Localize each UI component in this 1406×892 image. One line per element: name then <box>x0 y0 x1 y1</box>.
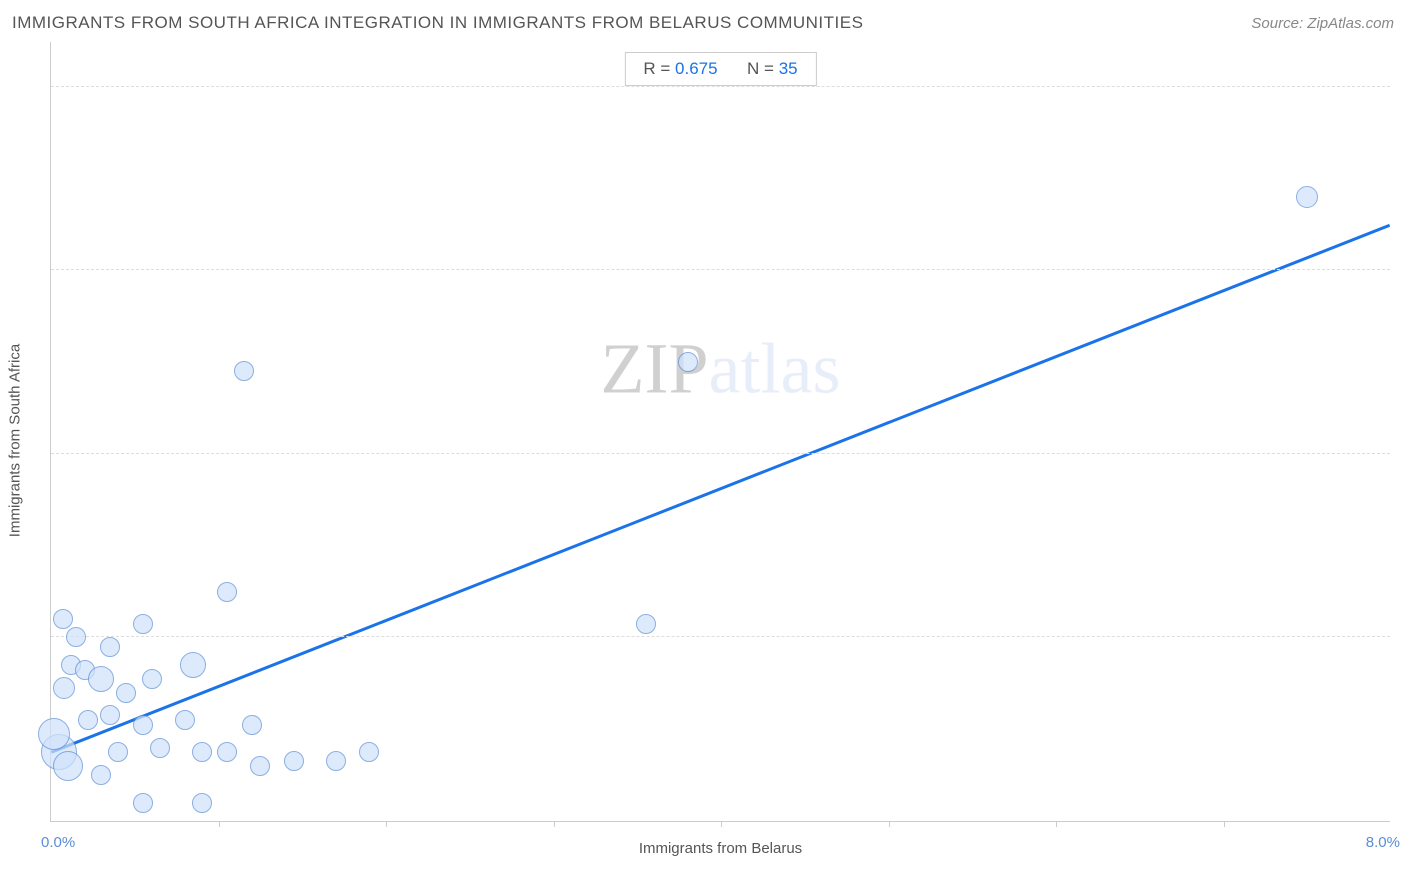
scatter-point <box>91 765 111 785</box>
scatter-point <box>108 742 128 762</box>
gridline-h <box>51 636 1390 637</box>
scatter-point <box>234 361 254 381</box>
gridline-h <box>51 269 1390 270</box>
scatter-point <box>326 751 346 771</box>
chart-svg-layer <box>51 42 1390 821</box>
source-prefix: Source: <box>1251 15 1307 32</box>
scatter-point <box>180 652 206 678</box>
watermark: ZIPatlas <box>601 328 841 411</box>
y-axis-label: Immigrants from South Africa <box>7 343 24 536</box>
x-max-label: 8.0% <box>1366 834 1400 851</box>
x-tick <box>889 821 890 827</box>
scatter-point <box>150 738 170 758</box>
trend-line <box>51 225 1389 752</box>
n-label: N = <box>747 59 779 78</box>
x-min-label: 0.0% <box>41 834 75 851</box>
chart-header: IMMIGRANTS FROM SOUTH AFRICA INTEGRATION… <box>12 8 1394 38</box>
scatter-point <box>217 742 237 762</box>
x-tick <box>721 821 722 827</box>
scatter-point <box>100 705 120 725</box>
source-attribution: Source: ZipAtlas.com <box>1251 15 1394 32</box>
scatter-point <box>142 669 162 689</box>
chart-title: IMMIGRANTS FROM SOUTH AFRICA INTEGRATION… <box>12 13 863 33</box>
x-tick <box>386 821 387 827</box>
x-tick <box>219 821 220 827</box>
x-tick <box>554 821 555 827</box>
scatter-point <box>217 582 237 602</box>
scatter-point <box>53 609 73 629</box>
scatter-point <box>678 352 698 372</box>
scatter-point <box>133 793 153 813</box>
scatter-point <box>38 718 70 750</box>
r-label: R = <box>643 59 675 78</box>
scatter-point <box>1296 186 1318 208</box>
scatter-point <box>78 710 98 730</box>
source-name: ZipAtlas.com <box>1307 15 1394 32</box>
scatter-point <box>284 751 304 771</box>
x-tick <box>1224 821 1225 827</box>
scatter-point <box>175 710 195 730</box>
scatter-point <box>250 756 270 776</box>
scatter-point <box>53 751 83 781</box>
scatter-point <box>192 793 212 813</box>
scatter-point <box>636 614 656 634</box>
scatter-point <box>88 666 114 692</box>
scatter-point <box>66 627 86 647</box>
scatter-point <box>192 742 212 762</box>
r-value: 0.675 <box>675 59 718 78</box>
stats-legend: R = 0.675 N = 35 <box>624 52 816 86</box>
x-tick <box>1056 821 1057 827</box>
n-value: 35 <box>779 59 798 78</box>
scatter-point <box>133 715 153 735</box>
scatter-point <box>116 683 136 703</box>
scatter-point <box>133 614 153 634</box>
gridline-h <box>51 86 1390 87</box>
scatter-point <box>100 637 120 657</box>
scatter-point <box>53 677 75 699</box>
scatter-point <box>242 715 262 735</box>
watermark-part2: atlas <box>709 329 841 409</box>
gridline-h <box>51 453 1390 454</box>
x-axis-label: Immigrants from Belarus <box>639 840 802 857</box>
scatter-chart: R = 0.675 N = 35 ZIPatlas Immigrants fro… <box>50 42 1390 822</box>
scatter-point <box>359 742 379 762</box>
